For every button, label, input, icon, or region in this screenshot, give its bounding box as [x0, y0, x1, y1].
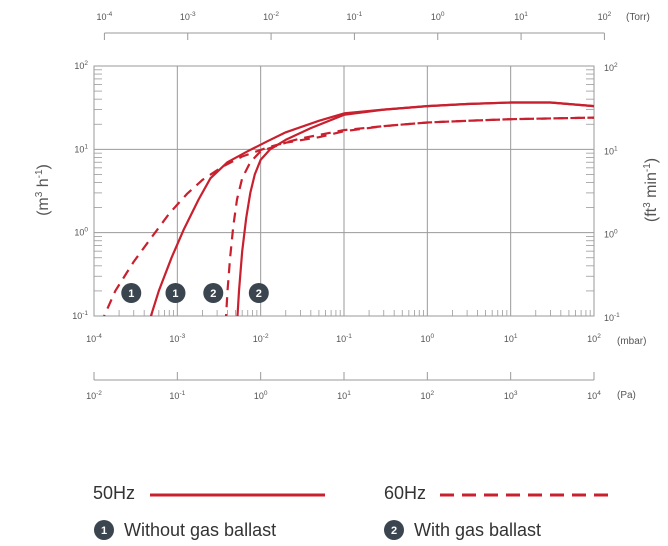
- mbar-unit-label: (mbar): [617, 336, 646, 347]
- legend-marker-2-icon: [384, 520, 404, 540]
- right-tick-label: 10-1: [604, 312, 620, 323]
- mbar-tick-label: 10-4: [86, 333, 102, 344]
- torr-tick-label: 10-3: [180, 11, 196, 22]
- pa-tick-label: 104: [587, 390, 601, 401]
- torr-tick-label: 102: [598, 11, 612, 22]
- right-tick-label: 101: [604, 145, 618, 156]
- torr-tick-label: 100: [431, 11, 445, 22]
- curve-marker-number: 1: [128, 288, 134, 300]
- left-tick-label: 101: [74, 143, 88, 154]
- torr-tick-label: 10-2: [263, 11, 279, 22]
- legend-marker-1-icon: [94, 520, 114, 540]
- legend-marker-1-number: 1: [101, 525, 107, 537]
- legend-marker-2-number: 2: [391, 525, 397, 537]
- mbar-tick-label: 10-2: [253, 333, 269, 344]
- pa-tick-label: 103: [504, 390, 518, 401]
- pa-tick-label: 100: [254, 390, 268, 401]
- mbar-tick-label: 100: [421, 333, 435, 344]
- pa-tick-label: 10-2: [86, 390, 102, 401]
- left-tick-label: 100: [74, 227, 88, 238]
- curve-marker-1-icon: [121, 283, 142, 303]
- curve-marker-2-icon: [248, 283, 269, 303]
- pa-tick-label: 10-1: [169, 390, 185, 401]
- legend-50hz-label: 50Hz: [93, 483, 135, 503]
- mbar-tick-label: 10-3: [169, 333, 185, 344]
- torr-unit-label: (Torr): [626, 12, 650, 23]
- torr-tick-label: 101: [514, 11, 528, 22]
- grid: [93, 65, 595, 317]
- pa-tick-label: 101: [337, 390, 351, 401]
- mbar-tick-label: 101: [504, 333, 518, 344]
- curves: [102, 101, 594, 316]
- pa-tick-label: 102: [421, 390, 435, 401]
- right-tick-label: 102: [604, 62, 618, 73]
- right-axis-title: (ft3 min-1): [642, 158, 660, 222]
- curve-marker-number: 2: [256, 288, 262, 300]
- legend-60hz-label: 60Hz: [384, 483, 426, 503]
- torr-tick-label: 10-4: [97, 11, 113, 22]
- curve-markers: 1 1 2 2: [121, 283, 269, 303]
- left-axis-title: (m3 h-1): [34, 164, 52, 216]
- mbar-tick-label: 102: [587, 333, 601, 344]
- legend-with-gas-ballast: With gas ballast: [414, 520, 541, 540]
- curve-marker-number: 2: [210, 288, 216, 300]
- torr-tick-label: 10-1: [347, 11, 363, 22]
- legend-without-gas-ballast: Without gas ballast: [124, 520, 276, 540]
- pa-unit-label: (Pa): [617, 390, 636, 401]
- left-tick-label: 10-1: [72, 310, 88, 321]
- mbar-tick-label: 10-1: [336, 333, 352, 344]
- curve-marker-number: 1: [172, 288, 178, 300]
- curve-marker-1-icon: [165, 283, 186, 303]
- left-tick-label: 102: [74, 60, 88, 71]
- series-2-curve: [236, 101, 594, 316]
- curve-marker-2-icon: [203, 283, 224, 303]
- right-tick-label: 100: [604, 229, 618, 240]
- series-4-curve: [224, 116, 594, 316]
- legend: 50Hz 60Hz 1 Without gas ballast 2 With g…: [93, 483, 612, 540]
